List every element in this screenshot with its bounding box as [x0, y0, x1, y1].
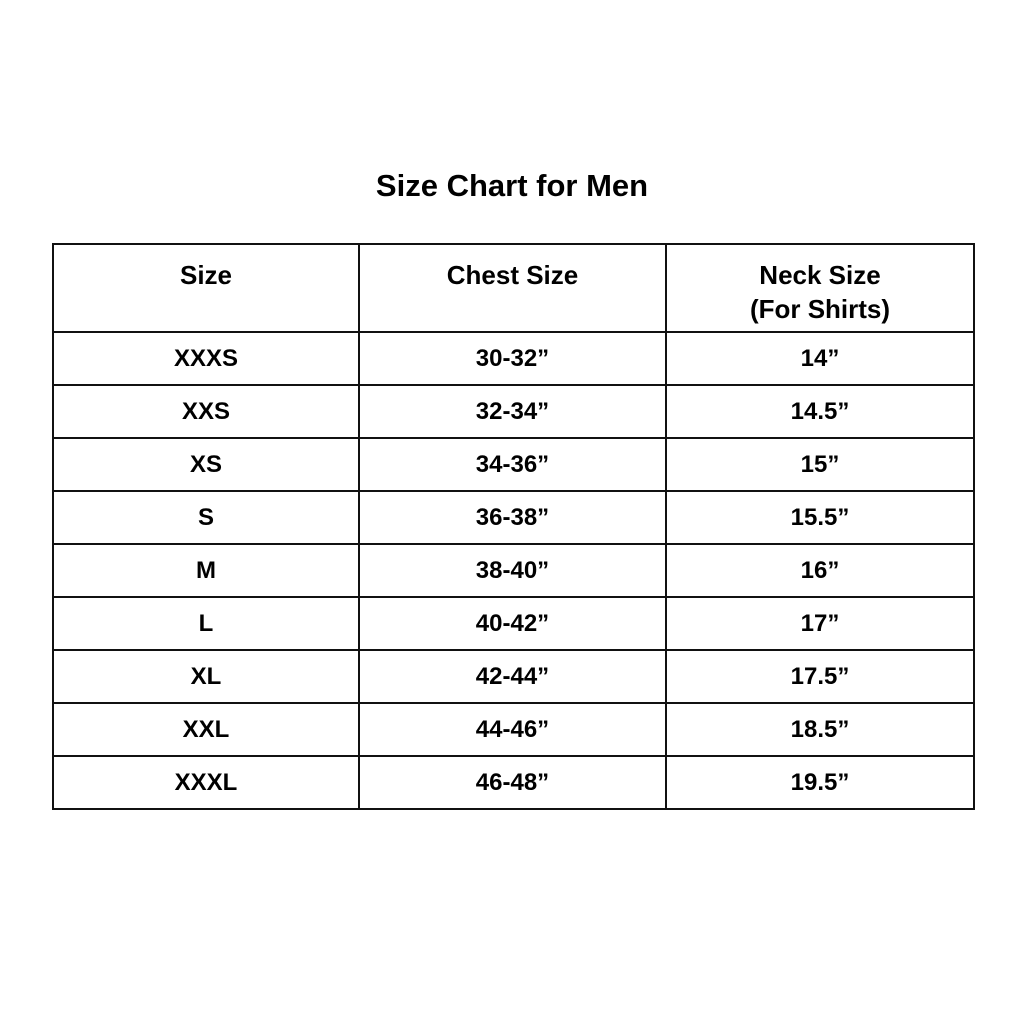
neck-size-cell: 17.5” — [665, 649, 975, 704]
neck-size-cell: 16” — [665, 543, 975, 598]
chest-size-cell: 36-38” — [358, 490, 667, 545]
neck-size-cell: 17” — [665, 596, 975, 651]
chest-size-cell: 46-48” — [358, 755, 667, 810]
neck-size-cell: 19.5” — [665, 755, 975, 810]
neck-size-cell: 15” — [665, 437, 975, 492]
chest-size-cell: 30-32” — [358, 331, 667, 386]
table-row: M 38-40” 16” — [52, 543, 975, 598]
chest-size-cell: 34-36” — [358, 437, 667, 492]
table-row: XXXL 46-48” 19.5” — [52, 755, 975, 810]
neck-size-cell: 15.5” — [665, 490, 975, 545]
table-row: XS 34-36” 15” — [52, 437, 975, 492]
size-cell: XXS — [52, 384, 360, 439]
size-cell: XXL — [52, 702, 360, 757]
table-row: XL 42-44” 17.5” — [52, 649, 975, 704]
table-row: XXL 44-46” 18.5” — [52, 702, 975, 757]
chest-size-cell: 38-40” — [358, 543, 667, 598]
header-neck-size: Neck Size (For Shirts) — [665, 243, 975, 333]
header-chest-size: Chest Size — [358, 243, 667, 333]
size-cell: L — [52, 596, 360, 651]
neck-size-cell: 14” — [665, 331, 975, 386]
size-cell: S — [52, 490, 360, 545]
chest-size-cell: 40-42” — [358, 596, 667, 651]
table-row: S 36-38” 15.5” — [52, 490, 975, 545]
neck-size-cell: 14.5” — [665, 384, 975, 439]
header-row: Size Chest Size Neck Size (For Shirts) — [52, 243, 975, 333]
chest-size-cell: 42-44” — [358, 649, 667, 704]
size-cell: XXXS — [52, 331, 360, 386]
header-neck-size-label: Neck Size — [759, 260, 881, 290]
size-table: Size Chest Size Neck Size (For Shirts) X… — [52, 243, 975, 810]
table-row: XXS 32-34” 14.5” — [52, 384, 975, 439]
size-cell: XXXL — [52, 755, 360, 810]
table-row: XXXS 30-32” 14” — [52, 331, 975, 386]
chest-size-cell: 44-46” — [358, 702, 667, 757]
chart-title: Size Chart for Men — [375, 168, 649, 203]
size-cell: XL — [52, 649, 360, 704]
header-size: Size — [52, 243, 360, 333]
table-row: L 40-42” 17” — [52, 596, 975, 651]
header-neck-size-note: (For Shirts) — [749, 294, 891, 324]
size-cell: M — [52, 543, 360, 598]
neck-size-cell: 18.5” — [665, 702, 975, 757]
size-cell: XS — [52, 437, 360, 492]
chest-size-cell: 32-34” — [358, 384, 667, 439]
